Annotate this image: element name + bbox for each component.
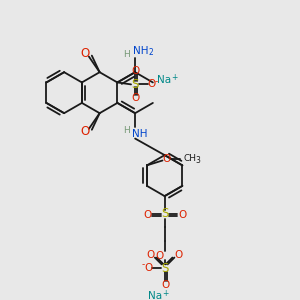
Text: NH: NH [132,129,148,139]
Text: O: O [80,47,90,60]
Text: S: S [131,78,139,91]
Text: CH: CH [183,154,196,163]
Text: O: O [132,66,140,76]
Text: O: O [161,280,170,290]
Text: O: O [174,250,182,260]
Text: O: O [156,250,164,261]
Text: +: + [171,73,177,82]
Text: -: - [155,77,158,86]
Text: H: H [123,50,130,59]
Text: O: O [143,210,151,220]
Text: 2: 2 [148,48,153,57]
Text: S: S [161,207,168,220]
Text: O: O [178,210,186,220]
Text: O: O [147,250,155,260]
Text: 3: 3 [195,156,200,165]
Text: S: S [161,262,168,275]
Text: O: O [144,263,152,273]
Text: -: - [142,260,145,269]
Text: O: O [162,154,170,164]
Text: NH: NH [133,46,149,56]
Text: O: O [147,80,156,89]
Text: Na: Na [157,74,171,85]
Text: H: H [123,126,130,135]
Text: +: + [162,289,169,298]
Text: Na: Na [148,291,162,300]
Text: O: O [132,93,140,103]
Text: O: O [80,125,90,138]
